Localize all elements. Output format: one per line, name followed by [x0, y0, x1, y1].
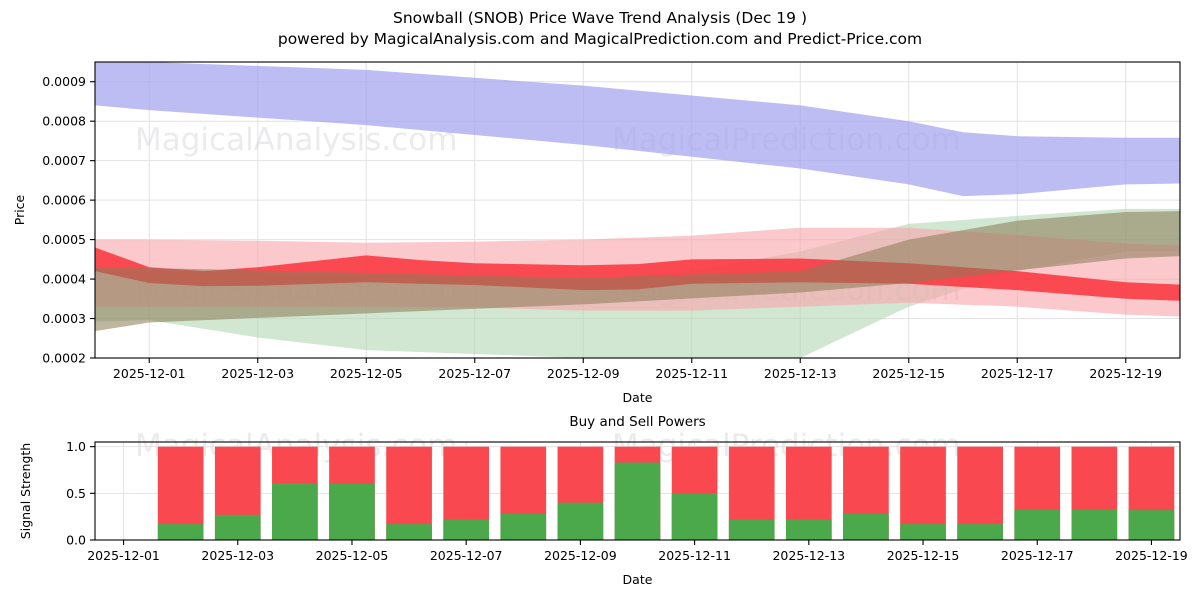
y-axis-title: Price — [12, 194, 27, 225]
x-axis-title: Date — [623, 572, 653, 587]
y-tick-label: 0.0002 — [42, 351, 86, 366]
x-tick-label: 2025-12-11 — [655, 366, 728, 381]
x-tick-label: 2025-12-15 — [887, 548, 960, 563]
x-tick-label: 2025-12-19 — [1089, 366, 1162, 381]
y-tick-label: 1.0 — [66, 439, 86, 454]
band-trend-wedge-overlay — [95, 211, 1180, 332]
bar-buy-power — [557, 502, 604, 540]
y-tick-label: 0.0009 — [42, 74, 86, 89]
bar-buy-power — [1128, 510, 1175, 540]
x-tick-label: 2025-12-17 — [981, 366, 1054, 381]
bar-buy-power — [214, 514, 261, 540]
price-wave-trend-chart: MagicalAnalysis.comMagicalPrediction.com… — [12, 61, 1181, 405]
y-tick-label: 0.0003 — [42, 311, 86, 326]
x-tick-label: 2025-12-09 — [544, 548, 617, 563]
y-axis-title: Signal Strength — [18, 443, 33, 539]
bar-buy-power — [843, 513, 889, 540]
bar-buy-power — [671, 493, 718, 540]
x-tick-label: 2025-12-17 — [1001, 548, 1074, 563]
plot-frame — [94, 61, 1181, 359]
x-tick-label: 2025-12-01 — [113, 366, 186, 381]
page-title: Snowball (SNOB) Price Wave Trend Analysi… — [0, 8, 1200, 50]
y-tick-label: 0.0005 — [42, 232, 86, 247]
y-tick-label: 0.0007 — [42, 153, 86, 168]
subtitle-credits: powered by MagicalAnalysis.com and Magic… — [277, 30, 923, 48]
bar-buy-power — [386, 524, 432, 540]
x-tick-label: 2025-12-19 — [1115, 548, 1188, 563]
bar-buy-power — [957, 524, 1003, 540]
x-tick-label: 2025-12-05 — [316, 548, 389, 563]
x-tick-label: 2025-12-13 — [764, 366, 837, 381]
x-tick-label: 2025-12-05 — [330, 366, 403, 381]
y-tick-label: 0.0008 — [42, 114, 86, 129]
bar-buy-power — [500, 513, 547, 540]
x-tick-label: 2025-12-07 — [430, 548, 503, 563]
y-tick-label: 0.0006 — [42, 193, 86, 208]
y-tick-label: 0.0004 — [42, 272, 86, 287]
bar-buy-power — [785, 519, 832, 540]
bar-buy-power — [329, 484, 375, 540]
bar-buy-power — [614, 462, 661, 540]
x-tick-label: 2025-12-01 — [87, 548, 160, 563]
bar-buy-power — [1071, 509, 1118, 540]
x-tick-label: 2025-12-13 — [772, 548, 845, 563]
bar-buy-power — [1014, 509, 1061, 540]
x-tick-label: 2025-12-09 — [547, 366, 620, 381]
bar-buy-power — [157, 524, 204, 540]
bar-buy-power — [728, 519, 775, 540]
x-tick-label: 2025-12-03 — [221, 366, 294, 381]
x-tick-label: 2025-12-03 — [201, 548, 274, 563]
y-tick-label: 0.5 — [66, 486, 86, 501]
x-axis-title: Date — [623, 390, 653, 405]
y-tick-label: 0.0 — [66, 533, 86, 548]
bar-buy-power — [443, 519, 490, 540]
bar-buy-power — [900, 524, 946, 540]
power-chart-title: Buy and Sell Powers — [569, 414, 705, 430]
band-upper-resistance-band-blue — [95, 62, 1180, 197]
bar-buy-power — [272, 483, 318, 540]
x-tick-label: 2025-12-07 — [438, 366, 511, 381]
band-inner-price-band-red — [95, 247, 1180, 301]
main-title: Snowball (SNOB) Price Wave Trend Analysi… — [393, 9, 807, 27]
x-tick-label: 2025-12-11 — [658, 548, 731, 563]
x-tick-label: 2025-12-15 — [872, 366, 945, 381]
plot-frame — [94, 441, 1181, 541]
